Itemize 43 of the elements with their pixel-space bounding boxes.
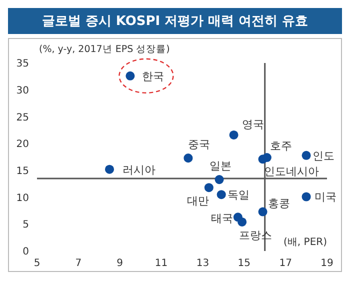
x-tick-label: 17: [279, 258, 292, 270]
y-tick-label: 5: [22, 220, 29, 231]
x-tick-label: 9: [116, 258, 124, 270]
x-tick-label: 7: [75, 258, 82, 270]
point: [184, 154, 193, 163]
point: [258, 154, 268, 164]
y-axis-title: (%, y-y, 2017년 EPS 성장률): [39, 43, 170, 56]
x-tick-label: 13: [196, 258, 210, 270]
annotation: 한국: [142, 70, 164, 83]
y-tick-label: 0: [22, 246, 29, 258]
chart-title: 글로벌 증시 KOSPI 저평가 매력 여전히 유효: [8, 8, 342, 34]
point: [302, 150, 311, 160]
annotation: 중국: [188, 138, 210, 152]
y-tick-label: 20: [16, 139, 29, 150]
point: [258, 207, 268, 216]
point: [302, 192, 311, 202]
x-axis-title: (배, PER): [284, 236, 327, 249]
annotation: 대만: [186, 194, 209, 208]
y-tick-label: 15: [16, 166, 29, 177]
annotation: 미국: [314, 190, 336, 204]
annotation: 태국: [210, 212, 233, 226]
annotation: 홍콩: [268, 196, 290, 210]
point: [204, 183, 214, 192]
point: [216, 190, 226, 200]
point: [238, 217, 247, 226]
y-tick-label: 10: [16, 192, 29, 204]
x-tick-label: 15: [238, 258, 251, 270]
point: [229, 130, 238, 140]
annotation: 인도: [312, 149, 334, 162]
y-tick-label: 25: [16, 112, 29, 124]
point: [126, 71, 135, 80]
point: [214, 175, 224, 184]
annotation: 러시아: [122, 163, 156, 176]
point: [104, 164, 114, 174]
x-tick-label: 11: [154, 258, 168, 270]
x-tick-label: 5: [34, 258, 40, 270]
y-tick-label: 35: [16, 58, 29, 70]
annotation: 일본: [209, 160, 232, 173]
y-tick-label: 30: [16, 85, 29, 96]
x-tick-label: 19: [320, 258, 334, 270]
annotation: 영국: [242, 118, 264, 131]
annotation: 독일: [227, 188, 250, 202]
annotation: 호주: [270, 140, 292, 153]
